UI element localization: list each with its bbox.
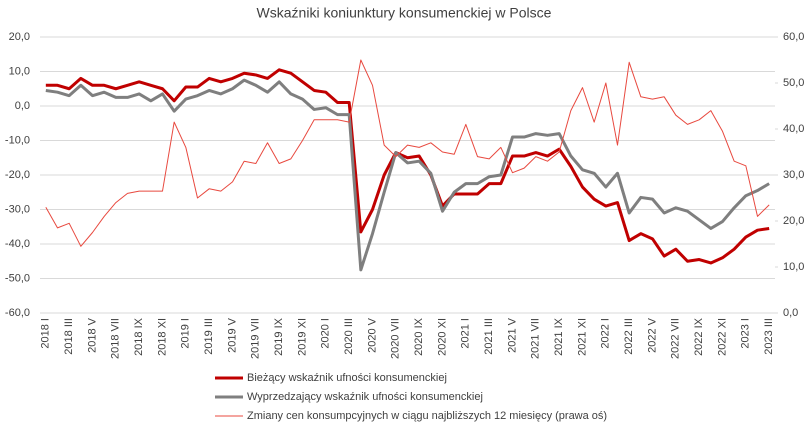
x-tick-label: 2021 VII — [530, 318, 542, 359]
x-tick-label: 2020 XI — [436, 318, 448, 356]
x-tick-label: 2019 IX — [273, 317, 285, 356]
x-tick-label: 2022 VII — [670, 318, 682, 359]
x-tick-label: 2022 XI — [716, 318, 728, 356]
x-tick-label: 2019 VII — [250, 318, 262, 359]
x-tick-label: 2018 V — [86, 317, 98, 353]
chart-title: Wskaźniki koniunktury konsumenckiej w Po… — [257, 5, 552, 21]
x-tick-label: 2020 V — [366, 317, 378, 353]
x-tick-label: 2018 I — [40, 318, 52, 349]
x-tick-label: 2022 V — [646, 317, 658, 353]
x-tick-label: 2023 III — [763, 318, 775, 355]
x-tick-label: 2019 III — [203, 318, 215, 355]
legend-label: Wyprzedzający wskaźnik ufności konsumenc… — [247, 391, 483, 403]
x-tick-label: 2020 IX — [413, 317, 425, 356]
x-tick-label: 2021 III — [483, 318, 495, 355]
y2-tick-label: 20,0 — [783, 215, 804, 227]
y2-tick-label: 0,0 — [783, 307, 798, 319]
x-tick-label: 2021 XI — [576, 318, 588, 356]
x-tick-label: 2020 I — [320, 318, 332, 349]
x-tick-label: 2018 IX — [133, 317, 145, 356]
x-tick-label: 2021 V — [506, 317, 518, 353]
x-tick-label: 2019 V — [226, 317, 238, 353]
series-line — [45, 68, 770, 265]
x-tick-label: 2018 III — [63, 318, 75, 355]
y-tick-label: -10,0 — [5, 134, 30, 146]
y2-tick-label: 60,0 — [783, 31, 804, 43]
x-tick-label: 2018 XI — [156, 318, 168, 356]
series-line — [45, 59, 770, 247]
x-tick-label: 2021 I — [460, 318, 472, 349]
y-tick-label: 10,0 — [9, 65, 30, 77]
y-tick-label: -30,0 — [5, 203, 30, 215]
x-tick-label: 2023 I — [740, 318, 752, 349]
x-tick-label: 2022 IX — [693, 317, 705, 356]
x-tick-label: 2020 III — [343, 318, 355, 355]
x-tick-label: 2022 III — [623, 318, 635, 355]
y-tick-label: -50,0 — [5, 272, 30, 284]
legend-label: Zmiany cen konsumpcyjnych w ciągu najbli… — [247, 410, 607, 422]
x-tick-label: 2018 VII — [110, 318, 122, 359]
x-tick-label: 2021 IX — [553, 317, 565, 356]
y-tick-label: 0,0 — [15, 100, 30, 112]
y2-tick-label: 30,0 — [783, 169, 804, 181]
y-tick-label: -20,0 — [5, 169, 30, 181]
x-tick-label: 2022 I — [600, 318, 612, 349]
series-line — [45, 78, 770, 272]
y2-tick-label: 50,0 — [783, 77, 804, 89]
y2-tick-label: 10,0 — [783, 261, 804, 273]
y-tick-label: 20,0 — [9, 31, 30, 43]
y2-tick-label: 40,0 — [783, 123, 804, 135]
x-tick-label: 2020 VII — [390, 318, 402, 359]
y-tick-label: -60,0 — [5, 307, 30, 319]
y-tick-label: -40,0 — [5, 238, 30, 250]
x-tick-label: 2019 I — [180, 318, 192, 349]
x-tick-label: 2019 XI — [296, 318, 308, 356]
legend-label: Bieżący wskaźnik ufności konsumenckiej — [247, 372, 447, 384]
